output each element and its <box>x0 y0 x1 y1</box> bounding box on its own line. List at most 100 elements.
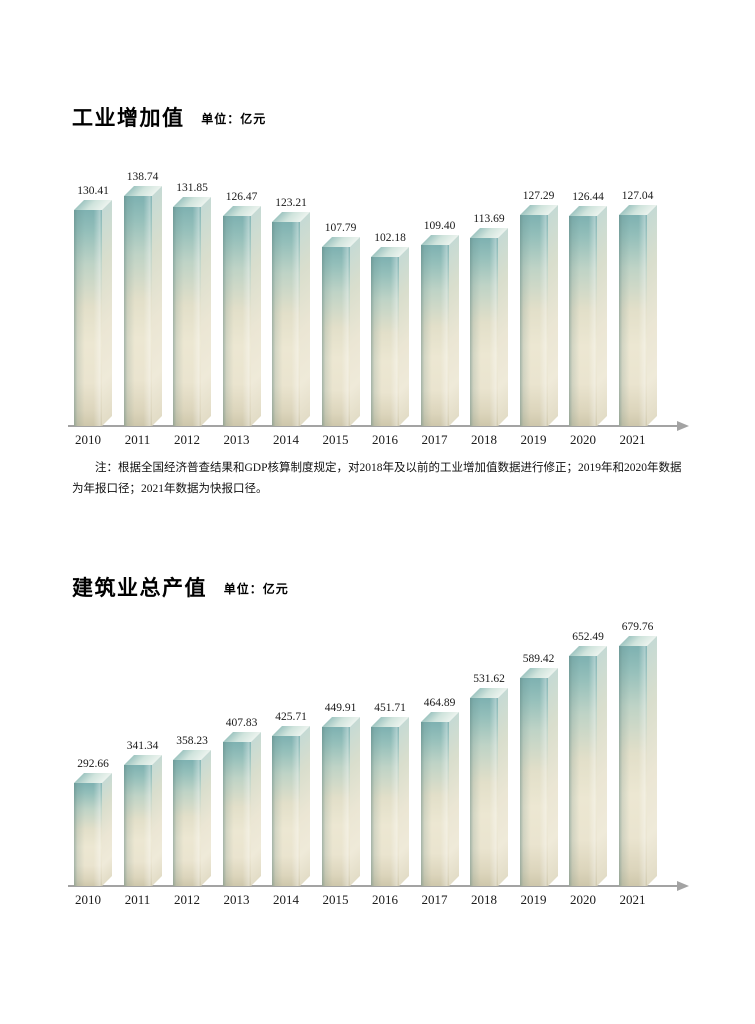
bar-front-face <box>173 760 201 886</box>
x-tick-label: 2013 <box>223 432 250 447</box>
bar-side-face <box>547 668 558 886</box>
bar-side-face <box>597 206 607 426</box>
bar-side-face <box>151 755 162 886</box>
x-tick-label: 2014 <box>273 892 299 907</box>
bar-value-label: 107.79 <box>324 222 357 234</box>
construction-chart-title-text: 建筑业总产值 <box>72 576 207 600</box>
x-axis-arrow-icon <box>677 881 689 891</box>
bar-side-face <box>349 717 360 886</box>
bar-value-label: 127.29 <box>522 190 555 202</box>
bar: 126.44 <box>569 191 607 426</box>
bar-front-face <box>321 727 350 886</box>
bar-side-face <box>201 750 211 886</box>
bar-value-label: 123.21 <box>275 197 307 209</box>
bar-front-face <box>618 646 647 886</box>
x-tick-label: 2019 <box>520 432 547 447</box>
x-tick-label: 2017 <box>421 432 448 447</box>
bar: 679.76 <box>618 621 657 886</box>
x-tick-label: 2011 <box>124 432 151 447</box>
bar-side-face <box>547 205 558 426</box>
bar-side-face <box>300 212 310 426</box>
bar-side-face <box>250 206 261 426</box>
bar-front-face <box>618 215 647 426</box>
industrial-bar-chart: 2010 2011 2012 2013 2014 2015 2016 2017 2018 2019… <box>68 171 689 447</box>
bar-value-label: 292.66 <box>77 758 109 770</box>
x-tick-label: 2020 <box>570 892 596 907</box>
bar-value-label: 138.74 <box>126 171 159 183</box>
bar-front-face <box>470 698 498 886</box>
bar-front-face <box>569 216 597 426</box>
bar: 102.18 <box>371 232 409 426</box>
bar-side-face <box>399 247 409 426</box>
bar-front-face <box>321 247 350 426</box>
bar-side-face <box>448 235 459 426</box>
bar: 531.62 <box>470 673 508 886</box>
bar: 109.40 <box>420 220 459 426</box>
bar-value-label: 127.04 <box>621 190 654 202</box>
bar-side-face <box>498 228 508 426</box>
x-tick-label: 2018 <box>471 432 497 447</box>
bar-side-face <box>448 712 459 886</box>
x-axis-tick-labels: 2010 2011 2012 2013 2014 2015 2016 2017 2018 2019… <box>74 426 674 452</box>
bar: 652.49 <box>569 631 607 886</box>
bar-value-label: 131.85 <box>176 182 208 194</box>
x-tick-label: 2018 <box>471 892 497 907</box>
bar-front-face <box>272 222 300 426</box>
bar-value-label: 464.89 <box>423 697 456 709</box>
x-tick-label: 2014 <box>273 432 299 447</box>
bar-side-face <box>349 237 360 426</box>
bar-side-face <box>646 636 657 886</box>
bar-front-face <box>123 765 152 886</box>
bar: 589.42 <box>519 653 558 886</box>
bar-front-face <box>272 736 300 886</box>
x-tick-label: 2012 <box>174 432 200 447</box>
bar: 449.91 <box>321 702 360 886</box>
bar: 127.04 <box>618 190 657 426</box>
bar-value-label: 589.42 <box>522 653 555 665</box>
bar-front-face <box>371 257 399 426</box>
bar-side-face <box>498 688 508 886</box>
bar-value-label: 341.34 <box>126 740 159 752</box>
bar-front-face <box>173 207 201 426</box>
bar-front-face <box>519 215 548 426</box>
bar: 341.34 <box>123 740 162 886</box>
x-tick-label: 2015 <box>322 432 349 447</box>
x-axis-arrow-icon <box>677 421 689 431</box>
bar: 425.71 <box>272 711 310 886</box>
x-axis <box>68 881 689 891</box>
bar-value-label: 531.62 <box>473 673 505 685</box>
construction-chart-title: 建筑业总产值 单位：亿元 <box>72 572 289 602</box>
bar-front-face <box>371 727 399 886</box>
x-tick-label: 2021 <box>619 432 646 447</box>
bar: 113.69 <box>470 213 508 426</box>
bar-side-face <box>646 205 657 426</box>
bar-value-label: 425.71 <box>275 711 307 723</box>
bar: 138.74 <box>123 171 162 426</box>
bar: 407.83 <box>222 717 261 886</box>
bar-front-face <box>569 656 597 886</box>
bar: 292.66 <box>74 758 112 886</box>
x-tick-label: 2017 <box>421 892 448 907</box>
bar-front-face <box>222 216 251 426</box>
bar-value-label: 449.91 <box>324 702 357 714</box>
x-tick-label: 2013 <box>223 892 250 907</box>
industrial-chart-title-text: 工业增加值 <box>72 106 185 130</box>
bar-side-face <box>102 773 112 886</box>
bar-front-face <box>74 210 102 426</box>
bar-value-label: 109.40 <box>423 220 456 232</box>
bar-front-face <box>420 245 449 426</box>
x-tick-label: 2012 <box>174 892 200 907</box>
bar-value-label: 652.49 <box>572 631 604 643</box>
bar-side-face <box>597 646 607 886</box>
bar-side-face <box>102 200 112 426</box>
bar: 358.23 <box>173 735 211 886</box>
bar-value-label: 130.41 <box>77 185 109 197</box>
x-tick-label: 2011 <box>124 892 151 907</box>
bar: 107.79 <box>321 222 360 426</box>
x-tick-label: 2016 <box>372 892 398 907</box>
x-tick-label: 2016 <box>372 432 398 447</box>
x-tick-label: 2019 <box>520 892 547 907</box>
bar: 464.89 <box>420 697 459 886</box>
x-tick-label: 2015 <box>322 892 349 907</box>
